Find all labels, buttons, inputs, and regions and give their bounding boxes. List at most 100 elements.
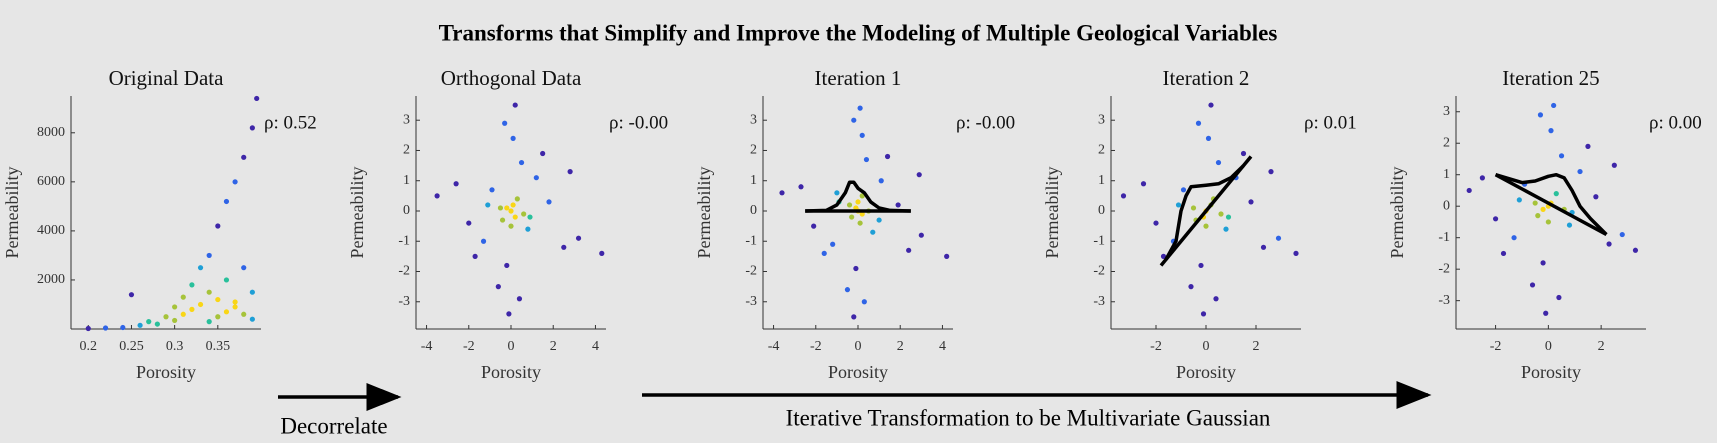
point <box>163 314 169 320</box>
y-tick-label: -1 <box>745 233 757 248</box>
point <box>502 120 508 126</box>
point <box>918 232 924 238</box>
x-tick-label: 0.3 <box>166 339 184 354</box>
panel-title: Iteration 25 <box>1502 66 1599 90</box>
point <box>466 220 472 226</box>
panel-title: Orthogonal Data <box>441 66 582 90</box>
point <box>1577 168 1583 175</box>
y-tick-label: 0 <box>750 203 757 218</box>
x-tick-label: 2 <box>550 339 557 354</box>
point <box>1532 200 1538 206</box>
y-tick-label: 1 <box>750 173 757 188</box>
point <box>232 299 238 305</box>
x-axis-label: Porosity <box>828 362 888 382</box>
annotation: ρ: -0.00 <box>956 112 1015 133</box>
annotation: ρ: -0.00 <box>609 112 668 133</box>
point <box>241 154 247 160</box>
point <box>1190 205 1197 211</box>
point <box>830 241 836 247</box>
annotation: ρ: 0.01 <box>1304 112 1357 133</box>
point <box>1540 260 1546 266</box>
y-tick-label: 3 <box>403 112 410 127</box>
point <box>453 181 459 187</box>
x-tick-label: 2 <box>1598 339 1605 354</box>
point <box>102 325 109 331</box>
point <box>128 292 135 298</box>
point <box>779 190 785 196</box>
point <box>249 125 255 131</box>
point <box>241 265 247 271</box>
point <box>1540 206 1546 212</box>
point <box>1223 226 1229 232</box>
point <box>1511 235 1517 241</box>
point <box>1543 310 1549 316</box>
point <box>1556 294 1562 301</box>
point <box>514 196 520 202</box>
point <box>878 178 884 184</box>
annotation: ρ: 0.52 <box>264 112 317 133</box>
point <box>1500 250 1507 257</box>
y-tick-label: -1 <box>398 233 410 248</box>
point <box>599 250 605 256</box>
point <box>1606 241 1612 247</box>
point <box>504 262 510 269</box>
x-axis-label: Porosity <box>1521 362 1581 382</box>
point <box>1248 199 1254 205</box>
y-tick-label: 6000 <box>37 174 65 189</box>
x-tick-label: -4 <box>768 339 780 354</box>
point <box>895 202 901 208</box>
point <box>518 159 525 166</box>
y-tick-label: 0 <box>1443 198 1450 213</box>
point <box>863 156 870 163</box>
point <box>506 311 512 317</box>
point <box>223 309 230 315</box>
y-tick-label: -2 <box>745 264 757 279</box>
y-tick-label: 0 <box>1098 203 1105 218</box>
point <box>1188 284 1194 290</box>
point <box>241 311 247 317</box>
point <box>567 169 573 175</box>
point <box>249 289 255 295</box>
y-axis-label: Permeability <box>2 167 22 259</box>
point <box>1548 128 1554 134</box>
point <box>180 294 186 300</box>
point <box>85 325 91 332</box>
point <box>1120 193 1127 199</box>
point <box>1611 162 1617 168</box>
point <box>1240 150 1247 157</box>
point <box>857 220 863 226</box>
y-tick-label: 2 <box>1098 143 1105 158</box>
point <box>1585 143 1591 149</box>
point <box>1619 231 1625 238</box>
point <box>480 238 487 244</box>
x-tick-label: 2 <box>897 339 904 354</box>
point <box>859 132 865 138</box>
point <box>846 202 853 208</box>
y-tick-label: -2 <box>1438 261 1450 276</box>
y-tick-label: -3 <box>1093 294 1105 309</box>
point <box>1153 220 1159 226</box>
y-tick-label: -3 <box>1438 293 1450 308</box>
point <box>855 199 861 205</box>
y-axis-label: Permeability <box>1042 167 1062 259</box>
x-tick-label: 0 <box>508 339 515 354</box>
y-tick-label: -1 <box>1438 230 1450 245</box>
point <box>1553 191 1559 197</box>
point <box>223 198 230 205</box>
point <box>546 199 552 205</box>
point <box>146 319 152 325</box>
x-tick-label: 0 <box>855 339 862 354</box>
arrow-label: Decorrelate <box>280 413 387 438</box>
point <box>811 223 817 229</box>
point <box>870 229 876 235</box>
x-tick-label: 0.25 <box>119 339 144 354</box>
point <box>1268 169 1274 175</box>
curve <box>805 180 911 213</box>
point <box>540 150 546 157</box>
y-tick-label: 2 <box>1443 135 1450 150</box>
point <box>1566 222 1573 228</box>
point <box>206 289 212 295</box>
x-axis-label: Porosity <box>481 362 541 382</box>
x-tick-label: 2 <box>1253 339 1260 354</box>
point <box>1293 250 1299 256</box>
